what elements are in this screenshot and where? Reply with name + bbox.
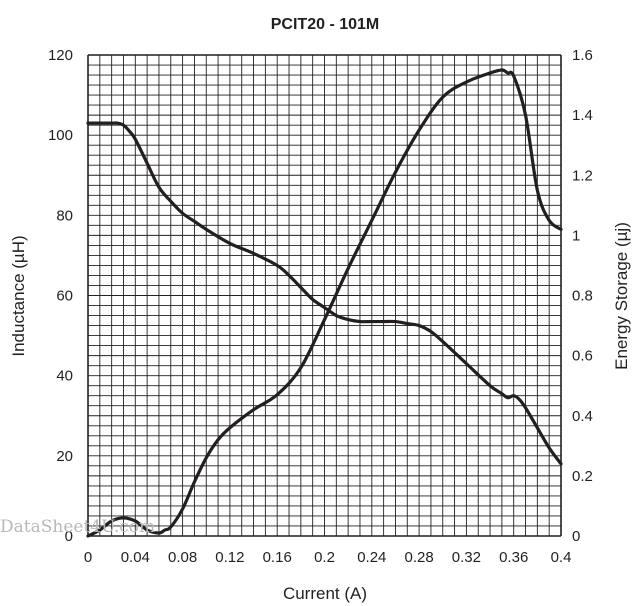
- x-tick-labels: 0 0.04 0.08 0.12 0.16 0.2 0.24 0.28 0.32 0.36 0.4: [84, 549, 572, 566]
- y2-axis-label: Energy Storage (µj): [612, 222, 631, 370]
- watermark: DataSheet4U.com: [0, 517, 155, 537]
- y-axis-label: Inductance (µH): [9, 235, 28, 356]
- energy-storage-line: [86, 68, 563, 538]
- x-tick-label: 0.08: [168, 549, 197, 566]
- x-tick-label: 0.36: [499, 549, 528, 566]
- y2-tick-label: 1: [572, 227, 580, 244]
- series-group: [86, 68, 563, 538]
- x-tick-label: 0.32: [452, 549, 481, 566]
- x-tick-label: 0.28: [404, 549, 433, 566]
- y2-tick-label: 0.6: [572, 348, 593, 365]
- x-tick-label: 0.12: [215, 549, 244, 566]
- y-tick-label: 100: [48, 127, 73, 144]
- y2-tick-label: 0.4: [572, 408, 593, 425]
- y-tick-label: 60: [56, 288, 73, 305]
- y2-tick-label: 1.4: [572, 107, 593, 124]
- y-tick-labels: 0 20 40 60 80 100 120: [48, 47, 73, 545]
- grid: [87, 54, 562, 537]
- chart-title: PCIT20 - 101M: [271, 16, 379, 33]
- x-tick-label: 0.4: [551, 549, 572, 566]
- y2-tick-label: 0: [572, 528, 580, 545]
- x-tick-label: 0.16: [263, 549, 292, 566]
- y2-tick-label: 0.2: [572, 468, 593, 485]
- x-tick-label: 0: [84, 549, 92, 566]
- y-tick-label: 80: [56, 207, 73, 224]
- y2-tick-labels: 0 0.2 0.4 0.6 0.8 1 1.2 1.4 1.6: [572, 47, 593, 545]
- x-axis-label: Current (A): [283, 584, 367, 603]
- y-tick-label: 0: [65, 528, 73, 545]
- y-tick-label: 20: [56, 448, 73, 465]
- y-tick-label: 40: [56, 368, 73, 385]
- x-tick-label: 0.2: [314, 549, 335, 566]
- y2-tick-label: 1.2: [572, 167, 593, 184]
- y2-tick-label: 0.8: [572, 288, 593, 305]
- x-tick-label: 0.04: [121, 549, 150, 566]
- inductance-line: [86, 121, 563, 466]
- x-tick-label: 0.24: [357, 549, 386, 566]
- y-tick-label: 120: [48, 47, 73, 64]
- y2-tick-label: 1.6: [572, 47, 593, 64]
